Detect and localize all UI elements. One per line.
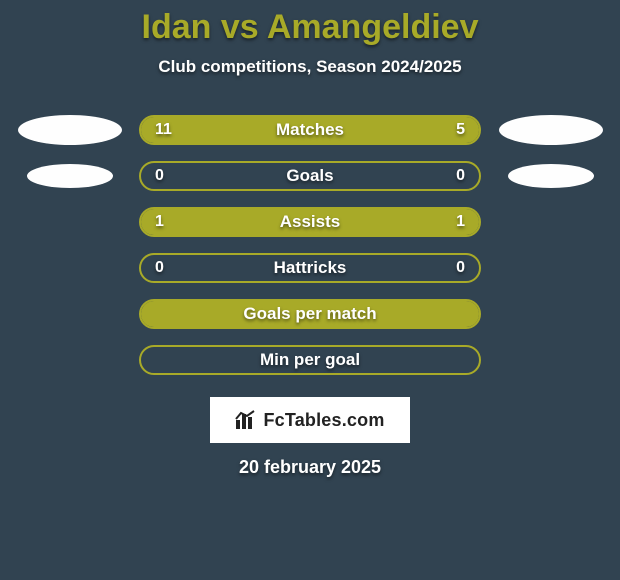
page-subtitle: Club competitions, Season 2024/2025 <box>0 57 620 77</box>
stat-value-left: 0 <box>155 259 164 277</box>
left-side <box>0 115 139 145</box>
stat-label: Matches <box>141 120 479 140</box>
stat-bar: Matches11 5 <box>139 115 481 145</box>
stat-label: Goals <box>141 166 479 186</box>
comparison-chart: Matches115Goals00Assists11Hattricks00Goa… <box>0 107 620 383</box>
stat-bar: Goals0 0 <box>139 161 481 191</box>
stat-label: Min per goal <box>141 350 479 370</box>
player-left-marker <box>18 115 122 145</box>
date-label: 20 february 2025 <box>0 457 620 478</box>
stat-row: Assists1 1 <box>0 199 620 245</box>
page-title: Idan vs Amangeldiev <box>0 0 620 47</box>
stat-value-left: 11 <box>155 121 172 139</box>
stat-value-left: 0 <box>155 167 164 185</box>
stat-value-right: 0 <box>456 167 465 185</box>
stat-bar: Assists1 1 <box>139 207 481 237</box>
stat-row: Min per goal <box>0 337 620 383</box>
player-left-marker <box>27 164 113 188</box>
stat-value-right: 1 <box>456 213 465 231</box>
fctables-logo: FcTables.com <box>210 397 410 443</box>
player-right-marker <box>499 115 603 145</box>
stat-label: Hattricks <box>141 258 479 278</box>
right-side <box>481 164 620 188</box>
stat-row: Matches11 5 <box>0 107 620 153</box>
stat-value-right: 5 <box>456 121 465 139</box>
stat-row: Goals per match <box>0 291 620 337</box>
player-right-marker <box>508 164 594 188</box>
stat-bar: Min per goal <box>139 345 481 375</box>
stat-bar: Goals per match <box>139 299 481 329</box>
stat-label: Assists <box>141 212 479 232</box>
logo-text: FcTables.com <box>263 410 384 431</box>
stat-label: Goals per match <box>141 304 479 324</box>
bar-chart-icon <box>235 410 257 430</box>
stat-row: Hattricks0 0 <box>0 245 620 291</box>
stat-value-right: 0 <box>456 259 465 277</box>
right-side <box>481 115 620 145</box>
stat-bar: Hattricks0 0 <box>139 253 481 283</box>
stat-row: Goals0 0 <box>0 153 620 199</box>
left-side <box>0 164 139 188</box>
stat-value-left: 1 <box>155 213 164 231</box>
